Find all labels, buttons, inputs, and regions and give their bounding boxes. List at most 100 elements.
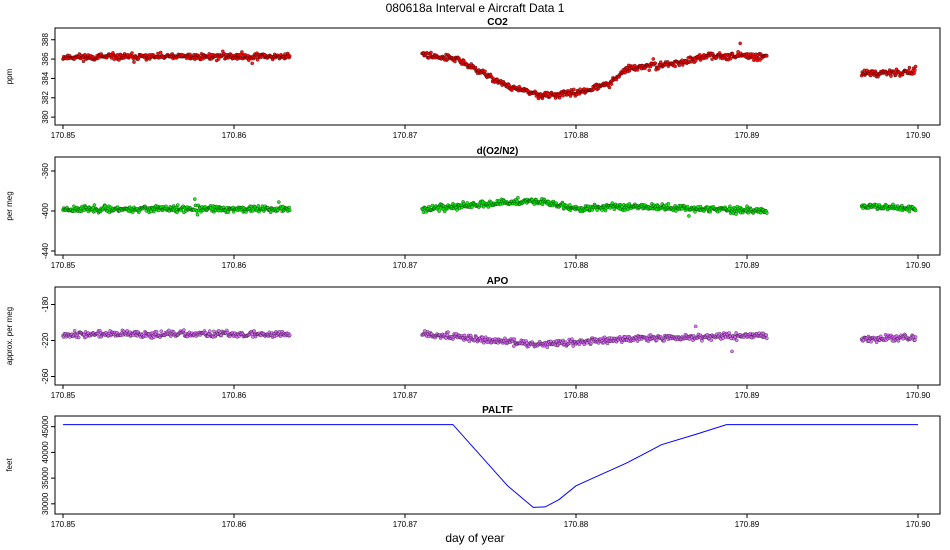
- data-point: [685, 204, 690, 209]
- plot-frame: [54, 415, 941, 515]
- y-tick-label: 388: [41, 33, 50, 47]
- y-tick-label: -400: [41, 202, 50, 219]
- data-point: [913, 64, 918, 69]
- data-point: [623, 70, 627, 75]
- data-point: [568, 94, 573, 98]
- data-point: [175, 203, 180, 207]
- data-point: [765, 211, 769, 215]
- data-point: [673, 64, 677, 69]
- data-point: [666, 201, 671, 206]
- x-tick-label: 170.89: [735, 391, 760, 400]
- y-tick-label: 380: [41, 110, 50, 124]
- data-point: [698, 53, 702, 57]
- data-point: [462, 58, 466, 63]
- plot-frame: [54, 286, 941, 386]
- data-point: [765, 336, 769, 341]
- series-points: [61, 41, 918, 101]
- data-point: [287, 208, 292, 213]
- data-point: [913, 338, 917, 342]
- data-point: [256, 204, 261, 208]
- data-point: [572, 87, 576, 92]
- y-tick-label: 35000: [41, 466, 50, 489]
- data-point: [913, 208, 918, 213]
- y-tick-label: 40000: [41, 441, 50, 464]
- data-point: [913, 335, 918, 339]
- data-point: [216, 329, 221, 333]
- data-point: [103, 204, 108, 208]
- data-point: [430, 203, 435, 208]
- data-point: [516, 195, 520, 200]
- x-tick-label: 170.87: [393, 391, 418, 400]
- data-point: [481, 340, 486, 345]
- data-point: [83, 52, 87, 57]
- x-axis-label: day of year: [445, 531, 505, 545]
- series-points: [61, 195, 918, 218]
- data-point: [453, 59, 457, 64]
- data-point: [250, 61, 254, 66]
- data-point: [158, 50, 163, 55]
- data-point: [195, 212, 200, 217]
- data-point: [240, 50, 244, 54]
- x-tick-label: 170.88: [564, 520, 589, 529]
- data-point: [728, 204, 732, 209]
- data-point: [287, 205, 291, 210]
- data-point: [226, 210, 231, 214]
- data-point: [76, 335, 81, 340]
- panel-title: d(O2/N2): [477, 146, 519, 157]
- x-tick-label: 170.88: [564, 261, 589, 270]
- x-tick-label: 170.90: [906, 391, 931, 400]
- data-point: [600, 208, 604, 212]
- data-point: [167, 328, 171, 333]
- x-tick-label: 170.85: [51, 520, 76, 529]
- y-tick-label: 45000: [41, 415, 50, 438]
- y-axis-label: approx. per meg: [5, 307, 14, 365]
- data-point: [693, 210, 697, 214]
- data-point: [512, 344, 516, 348]
- y-tick-label: 30000: [41, 492, 50, 515]
- data-point: [745, 204, 749, 208]
- data-point: [662, 339, 666, 343]
- data-point: [570, 337, 574, 341]
- data-point: [764, 333, 768, 337]
- data-point: [287, 54, 292, 58]
- data-point: [693, 59, 698, 63]
- data-point: [700, 339, 704, 343]
- data-point: [874, 340, 879, 345]
- data-point: [561, 93, 565, 98]
- x-tick-label: 170.87: [393, 261, 418, 270]
- data-point: [896, 339, 901, 343]
- data-point: [208, 329, 212, 333]
- panel-2: APO approx. per meg 170.85 170.86 170.87 170.…: [5, 276, 941, 400]
- data-point: [647, 68, 651, 72]
- y-tick-label: -440: [41, 242, 50, 259]
- data-point: [446, 330, 450, 334]
- panel-3: PALTF feet 170.85 170.86 170.87 170.88 170.89 1…: [5, 405, 941, 529]
- plot-frame: [54, 156, 941, 256]
- plot-frame: [54, 27, 941, 126]
- data-point: [609, 82, 614, 86]
- data-point: [81, 59, 86, 64]
- data-point: [730, 349, 734, 354]
- data-point: [607, 85, 612, 90]
- data-point: [589, 341, 593, 346]
- data-point: [717, 51, 722, 55]
- x-tick-label: 170.86: [222, 391, 247, 400]
- x-tick-label: 170.90: [906, 131, 931, 140]
- data-point: [277, 200, 281, 204]
- x-tick-label: 170.86: [222, 131, 247, 140]
- data-point: [602, 335, 607, 340]
- y-tick-label: -220: [41, 332, 50, 349]
- series-points: [61, 324, 918, 354]
- x-tick-label: 170.88: [564, 391, 589, 400]
- y-tick-label: -260: [41, 368, 50, 385]
- data-point: [736, 50, 740, 54]
- y-tick-label: 386: [41, 52, 50, 66]
- data-point: [92, 203, 97, 207]
- data-point: [182, 328, 186, 332]
- y-tick-label: -360: [41, 162, 50, 179]
- x-tick-label: 170.87: [393, 131, 418, 140]
- data-point: [159, 329, 164, 333]
- data-point: [677, 63, 682, 68]
- data-point: [512, 337, 517, 341]
